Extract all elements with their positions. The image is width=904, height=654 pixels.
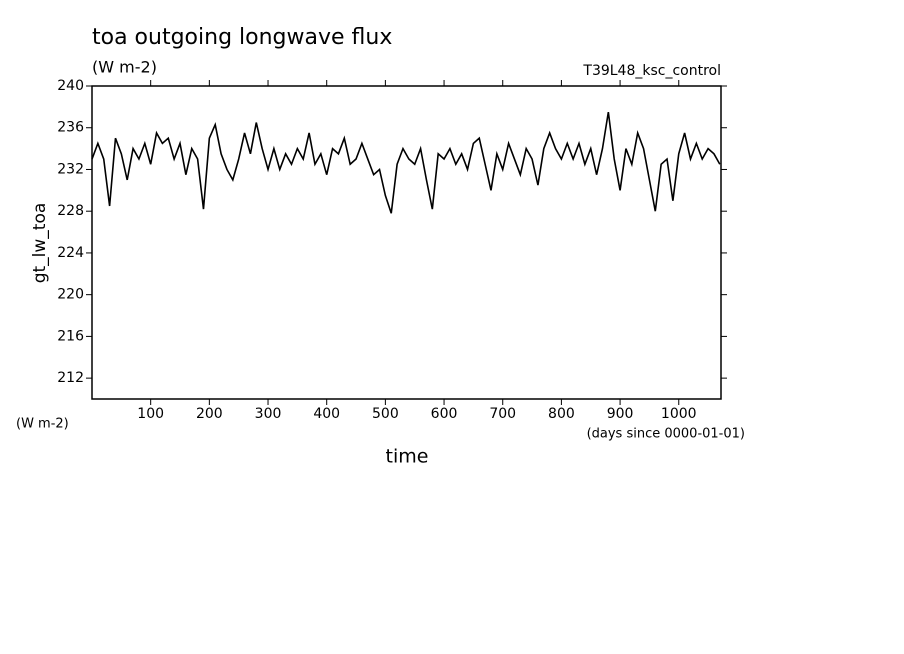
y-tick-label: 224 bbox=[57, 245, 84, 261]
x-tick-label: 400 bbox=[313, 406, 340, 422]
x-tick-label: 300 bbox=[255, 406, 282, 422]
y-tick-label: 216 bbox=[57, 328, 84, 344]
y-tick-label: 232 bbox=[57, 161, 84, 177]
y-axis-label: gt_lw_toa bbox=[30, 203, 50, 284]
plot-frame bbox=[91, 85, 722, 400]
x-tick-label: 700 bbox=[489, 406, 516, 422]
y-tick-label: 236 bbox=[57, 120, 84, 136]
x-units: (days since 0000-01-01) bbox=[587, 427, 745, 442]
x-tick-label: 100 bbox=[137, 406, 164, 422]
chart-subtitle: (W m-2) bbox=[92, 58, 157, 77]
y-units: (W m-2) bbox=[16, 417, 69, 432]
y-tick-label: 220 bbox=[57, 287, 84, 303]
annotation: T39L48_ksc_control bbox=[582, 63, 721, 79]
x-tick-label: 1000 bbox=[661, 406, 697, 422]
x-tick-label: 800 bbox=[548, 406, 575, 422]
x-tick-label: 200 bbox=[196, 406, 223, 422]
x-tick-label: 900 bbox=[607, 406, 634, 422]
data-line bbox=[91, 111, 721, 214]
y-tick-label: 212 bbox=[57, 370, 84, 386]
x-tick-label: 600 bbox=[431, 406, 458, 422]
y-tick-label: 240 bbox=[57, 78, 84, 94]
x-tick-label: 500 bbox=[372, 406, 399, 422]
x-axis-label: time bbox=[386, 446, 429, 468]
y-tick-label: 228 bbox=[57, 203, 84, 219]
chart-title: toa outgoing longwave flux bbox=[92, 25, 392, 50]
